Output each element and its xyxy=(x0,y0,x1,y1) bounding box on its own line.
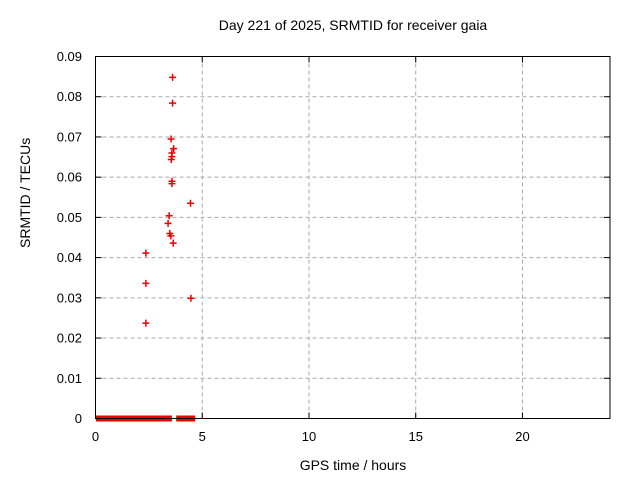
x-tick-label: 5 xyxy=(199,429,206,444)
data-point-marker xyxy=(142,249,150,257)
data-point-marker xyxy=(167,232,175,240)
y-tick-label: 0.08 xyxy=(57,89,82,104)
x-axis-label: GPS time / hours xyxy=(299,457,407,473)
data-point-marker xyxy=(167,155,175,163)
chart-title: Day 221 of 2025, SRMTID for receiver gai… xyxy=(218,17,488,33)
data-point-marker xyxy=(142,279,150,287)
data-point-marker xyxy=(167,135,175,143)
x-tick-label: 20 xyxy=(515,429,529,444)
x-tick-label: 10 xyxy=(302,429,316,444)
data-point-marker xyxy=(168,180,176,188)
y-tick-label: 0.04 xyxy=(57,250,82,265)
plot-border xyxy=(95,56,611,419)
x-tick-label: 15 xyxy=(408,429,422,444)
y-tick-label: 0.06 xyxy=(57,170,82,185)
data-point-marker xyxy=(169,73,177,81)
y-tick-label: 0.01 xyxy=(57,371,82,386)
data-point-marker xyxy=(187,294,195,302)
data-point-marker xyxy=(169,99,177,107)
data-point-marker xyxy=(170,145,178,153)
y-tick-label: 0.09 xyxy=(57,49,82,64)
data-point-marker xyxy=(187,199,195,207)
data-point-marker xyxy=(169,239,177,247)
y-tick-label: 0.05 xyxy=(57,210,82,225)
y-tick-label: 0.02 xyxy=(57,331,82,346)
x-tick-label: 0 xyxy=(92,429,99,444)
y-tick-label: 0.03 xyxy=(57,290,82,305)
data-point-marker xyxy=(164,219,172,227)
data-point-marker xyxy=(165,212,173,220)
data-point-marker xyxy=(142,319,150,327)
y-tick-label: 0 xyxy=(75,411,82,426)
y-tick-label: 0.07 xyxy=(57,129,82,144)
